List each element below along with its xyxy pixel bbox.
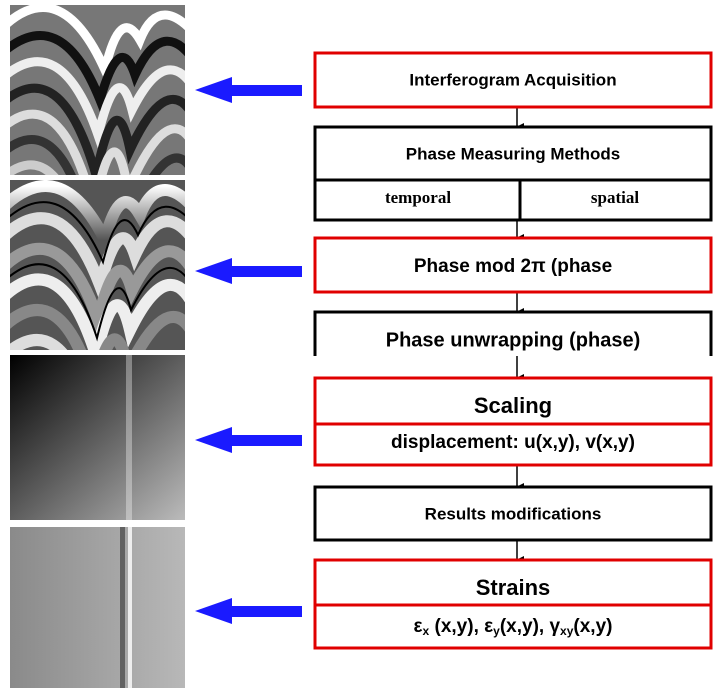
- method-option: temporal: [385, 188, 451, 207]
- step-box: [315, 127, 711, 220]
- unwrapped-phase-image: [10, 355, 185, 520]
- arrows: [195, 77, 302, 624]
- step-detail: εx (x,y), εy(x,y), γxy(x,y): [414, 616, 613, 638]
- formula-part: (x,y),: [500, 616, 550, 637]
- step-detail: displacement: u(x,y), v(x,y): [391, 432, 635, 453]
- step-label: Phase Measuring Methods: [406, 144, 620, 163]
- blue-arrow: [195, 598, 302, 624]
- step-label: Phase unwrapping (phase): [386, 329, 640, 351]
- formula-part: xy: [560, 624, 574, 638]
- diagram: Interferogram Acquisition Phase Measurin…: [0, 0, 716, 688]
- step-label: Interferogram Acquisition: [409, 70, 616, 89]
- blue-arrow: [195, 258, 302, 284]
- blue-arrow: [195, 77, 302, 103]
- step-label: Strains: [476, 575, 551, 600]
- method-option: spatial: [591, 188, 639, 207]
- step-label: Scaling: [474, 393, 552, 418]
- formula-part: (x,y),: [429, 616, 484, 637]
- step-label: Phase mod 2π (phase: [414, 256, 612, 277]
- formula-part: ε: [484, 616, 493, 637]
- formula-part: ε: [414, 616, 423, 637]
- step-frame: Phase unwrapping (phase): [315, 312, 711, 364]
- step-label: Results modifications: [425, 504, 602, 523]
- formula-part: γ: [549, 616, 560, 637]
- blue-arrow: [195, 427, 302, 453]
- formula-part: (x,y): [573, 616, 612, 637]
- strain-image: [10, 527, 185, 688]
